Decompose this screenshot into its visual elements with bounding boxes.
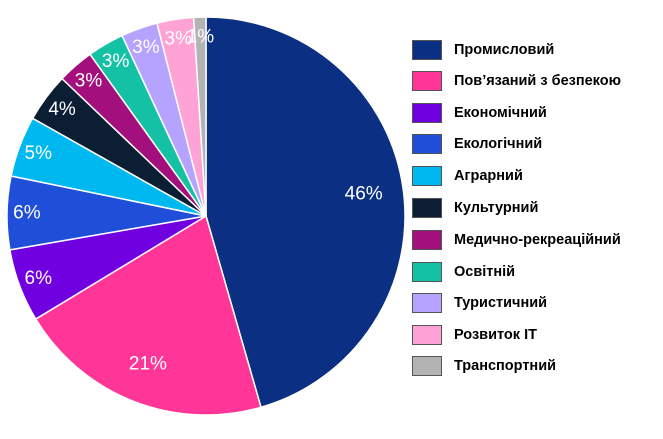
slice-value-label-10: 1%: [187, 26, 215, 47]
legend-swatch-2: [412, 103, 442, 123]
legend-swatch-6: [412, 230, 442, 250]
pie-slice-0: [205, 16, 406, 409]
legend-item-9: Розвиток ІТ: [412, 323, 537, 347]
pie-slice-1: [34, 214, 262, 416]
legend-label-9: Розвиток ІТ: [454, 327, 537, 343]
legend-label-4: Аграрний: [454, 168, 523, 184]
legend-item-0: Промисловий: [412, 38, 554, 62]
legend-label-3: Екологічний: [454, 136, 543, 152]
legend-swatch-5: [412, 198, 442, 218]
slice-value-label-3: 6%: [13, 203, 41, 224]
legend-item-10: Транспортний: [412, 354, 556, 378]
legend-label-8: Туристичний: [454, 295, 548, 311]
pie-slices: [6, 16, 406, 416]
legend-item-1: Пов’язаний з безпекою: [412, 69, 621, 93]
pie-slice-labels: 46%21%6%6%5%4%3%3%3% 3%1%: [13, 26, 383, 374]
legend-swatch-10: [412, 356, 442, 376]
legend-label-5: Культурний: [454, 200, 539, 216]
legend-label-7: Освітній: [454, 264, 516, 280]
slice-value-label-2: 6%: [25, 268, 53, 289]
legend-swatch-9: [412, 325, 442, 345]
slice-value-label-7: 3%: [102, 51, 130, 72]
pie-slice-10: [192, 16, 207, 217]
slice-value-label-6: 3%: [75, 70, 103, 91]
slice-value-label-4: 5%: [25, 143, 53, 164]
legend-label-6: Медично-рекреаційний: [454, 232, 621, 248]
legend-item-7: Освітній: [412, 260, 515, 284]
legend-item-8: Туристичний: [412, 291, 547, 315]
legend-swatch-0: [412, 40, 442, 60]
legend-item-4: Аграрний: [412, 164, 523, 188]
legend-swatch-1: [412, 71, 442, 91]
legend-item-3: Екологічний: [412, 132, 542, 156]
legend-label-1: Пов’язаний з безпекою: [454, 73, 621, 89]
legend-swatch-4: [412, 166, 442, 186]
slice-value-label-5: 4%: [48, 99, 76, 120]
legend-swatch-8: [412, 293, 442, 313]
legend-swatch-3: [412, 134, 442, 154]
legend-label-2: Економічний: [454, 105, 547, 121]
legend-label-0: Промисловий: [454, 42, 555, 58]
legend-label-10: Транспортний: [454, 358, 557, 374]
slice-value-label-1: 21%: [129, 354, 167, 375]
legend-item-5: Культурний: [412, 196, 538, 220]
slice-value-label-9: 3%: [165, 29, 193, 50]
legend-item-6: Медично-рекреаційний: [412, 228, 621, 252]
slice-value-label-8: 3%: [132, 37, 160, 58]
legend-item-2: Економічний: [412, 101, 547, 125]
slice-value-label-0: 46%: [345, 183, 383, 204]
legend-swatch-7: [412, 262, 442, 282]
